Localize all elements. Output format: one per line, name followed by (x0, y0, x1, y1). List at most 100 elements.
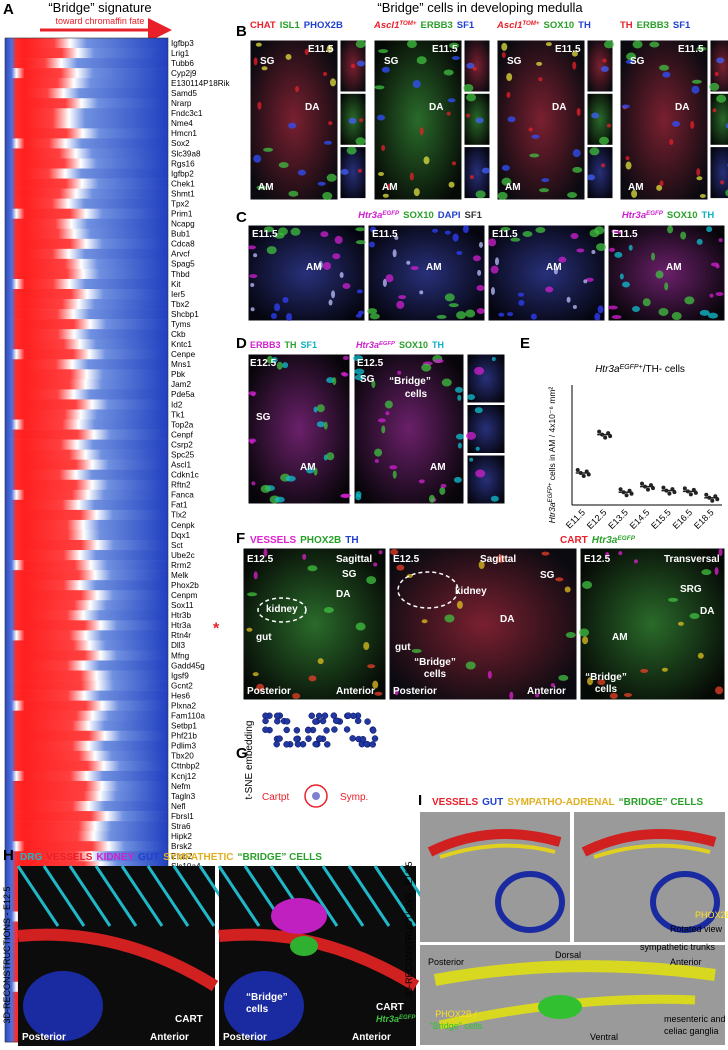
gene-label: Nefl (171, 802, 186, 811)
gene-label: Id2 (171, 400, 183, 409)
cell-blob (346, 146, 357, 155)
cluster-highlight (304, 784, 328, 808)
highlight-marker: * (213, 620, 220, 637)
cell-blob (691, 85, 700, 94)
cell-blob (394, 235, 399, 240)
image-label: SG (360, 374, 375, 385)
image-label: SG (342, 569, 357, 580)
stain-legend: TH ERBB3 SF1 (620, 20, 691, 31)
gene-label: Igfbp3 (171, 39, 194, 48)
heatmap-row (5, 319, 168, 330)
gene-label: Spc25 (171, 450, 195, 459)
gene-label: Pde5a (171, 390, 195, 399)
cell-blob (381, 66, 390, 73)
drg-strand (68, 865, 112, 927)
tsne-point (324, 741, 331, 748)
cell-blob (381, 425, 386, 434)
cell-blob (501, 177, 512, 186)
heatmap-row (5, 479, 168, 491)
cell-blob (378, 550, 383, 555)
arrow-label: toward chromaffin fate (56, 16, 145, 26)
cluster-label: Cartpt (262, 792, 289, 803)
cell-blob (354, 368, 365, 375)
cell-blob (274, 232, 285, 239)
heatmap-row (5, 78, 168, 89)
heatmap-row (5, 58, 168, 69)
gene-label: Kntc1 (171, 340, 192, 349)
cell-blob (668, 597, 679, 602)
heatmap-row (5, 580, 168, 591)
cell-blob (326, 377, 335, 384)
heatmap-row (5, 268, 168, 280)
tsne-point (315, 712, 323, 720)
stain-name: Htr3a (622, 210, 646, 221)
cell-blob (282, 297, 289, 304)
panel-letter: B (236, 23, 247, 40)
heatmap-row (5, 118, 168, 129)
cell-blob (292, 692, 301, 699)
cell-blob (522, 230, 533, 237)
cell-blob (444, 293, 455, 302)
x-tick-label: E14.5 (628, 507, 652, 531)
stain-name: PHOX2B (304, 20, 343, 31)
cell-blob (490, 287, 495, 296)
cell-blob (609, 247, 616, 252)
gene-label: Sox11 (171, 601, 194, 610)
image-label: E11.5 (308, 44, 334, 55)
cell-blob (699, 193, 706, 198)
heatmap-row (5, 339, 168, 350)
cell-blob (406, 260, 411, 265)
gene-label: Igsf9 (171, 671, 189, 680)
stain-name: “BRIDGE” CELLS (619, 797, 704, 808)
cell-blob (490, 265, 499, 274)
image-label: SG (540, 570, 555, 581)
cell-blob (440, 483, 447, 488)
cell-blob (436, 314, 447, 319)
cell-blob (667, 225, 674, 234)
tsne-point (283, 726, 290, 734)
micrograph (247, 224, 366, 322)
cell-blob (476, 285, 485, 292)
cell-blob (457, 442, 462, 449)
cell-blob (374, 448, 383, 457)
stain-name: Htr3a (356, 340, 379, 350)
heatmap-row (5, 590, 168, 601)
heatmap-row (5, 831, 168, 842)
replicate-dot (618, 487, 623, 492)
micrograph (367, 224, 486, 322)
cell-blob (326, 452, 335, 461)
heatmap-row (5, 650, 168, 661)
gene-label: Shmt1 (171, 189, 195, 198)
image-label: Posterior (223, 1032, 267, 1043)
cell-blob (539, 188, 550, 193)
cell-blob (419, 290, 424, 295)
cell-blob (396, 300, 405, 309)
heatmap-row (5, 198, 168, 209)
heatmap-row (5, 509, 168, 521)
cell-blob (370, 226, 377, 233)
cell-blob (250, 282, 255, 287)
heatmap-row (5, 138, 168, 149)
chart-title: Htr3aEGFP+/TH- cells (595, 364, 685, 376)
cell-blob (248, 245, 257, 250)
heatmap-row (5, 148, 168, 159)
cell-blob (307, 565, 318, 572)
image-label: Anterior (352, 1032, 391, 1043)
cell-blob (377, 114, 386, 121)
cell-blob (355, 137, 366, 146)
image-label: E12.5 (357, 358, 384, 369)
replicate-dot (707, 495, 712, 500)
gene-label: Nefm (171, 782, 191, 791)
image-label: E12.5 (250, 358, 277, 369)
cell-blob (253, 571, 258, 580)
drg-strand (120, 865, 164, 927)
gene-label: Pdlim3 (171, 742, 196, 751)
cell-blob (478, 241, 483, 248)
cell-blob (250, 307, 255, 312)
tsne-point (331, 726, 338, 733)
gene-label: Thbd (171, 270, 190, 279)
cell-blob (631, 189, 638, 198)
heatmap-row (5, 178, 168, 189)
replicate-dot (682, 486, 687, 491)
drg-strand (146, 865, 190, 927)
